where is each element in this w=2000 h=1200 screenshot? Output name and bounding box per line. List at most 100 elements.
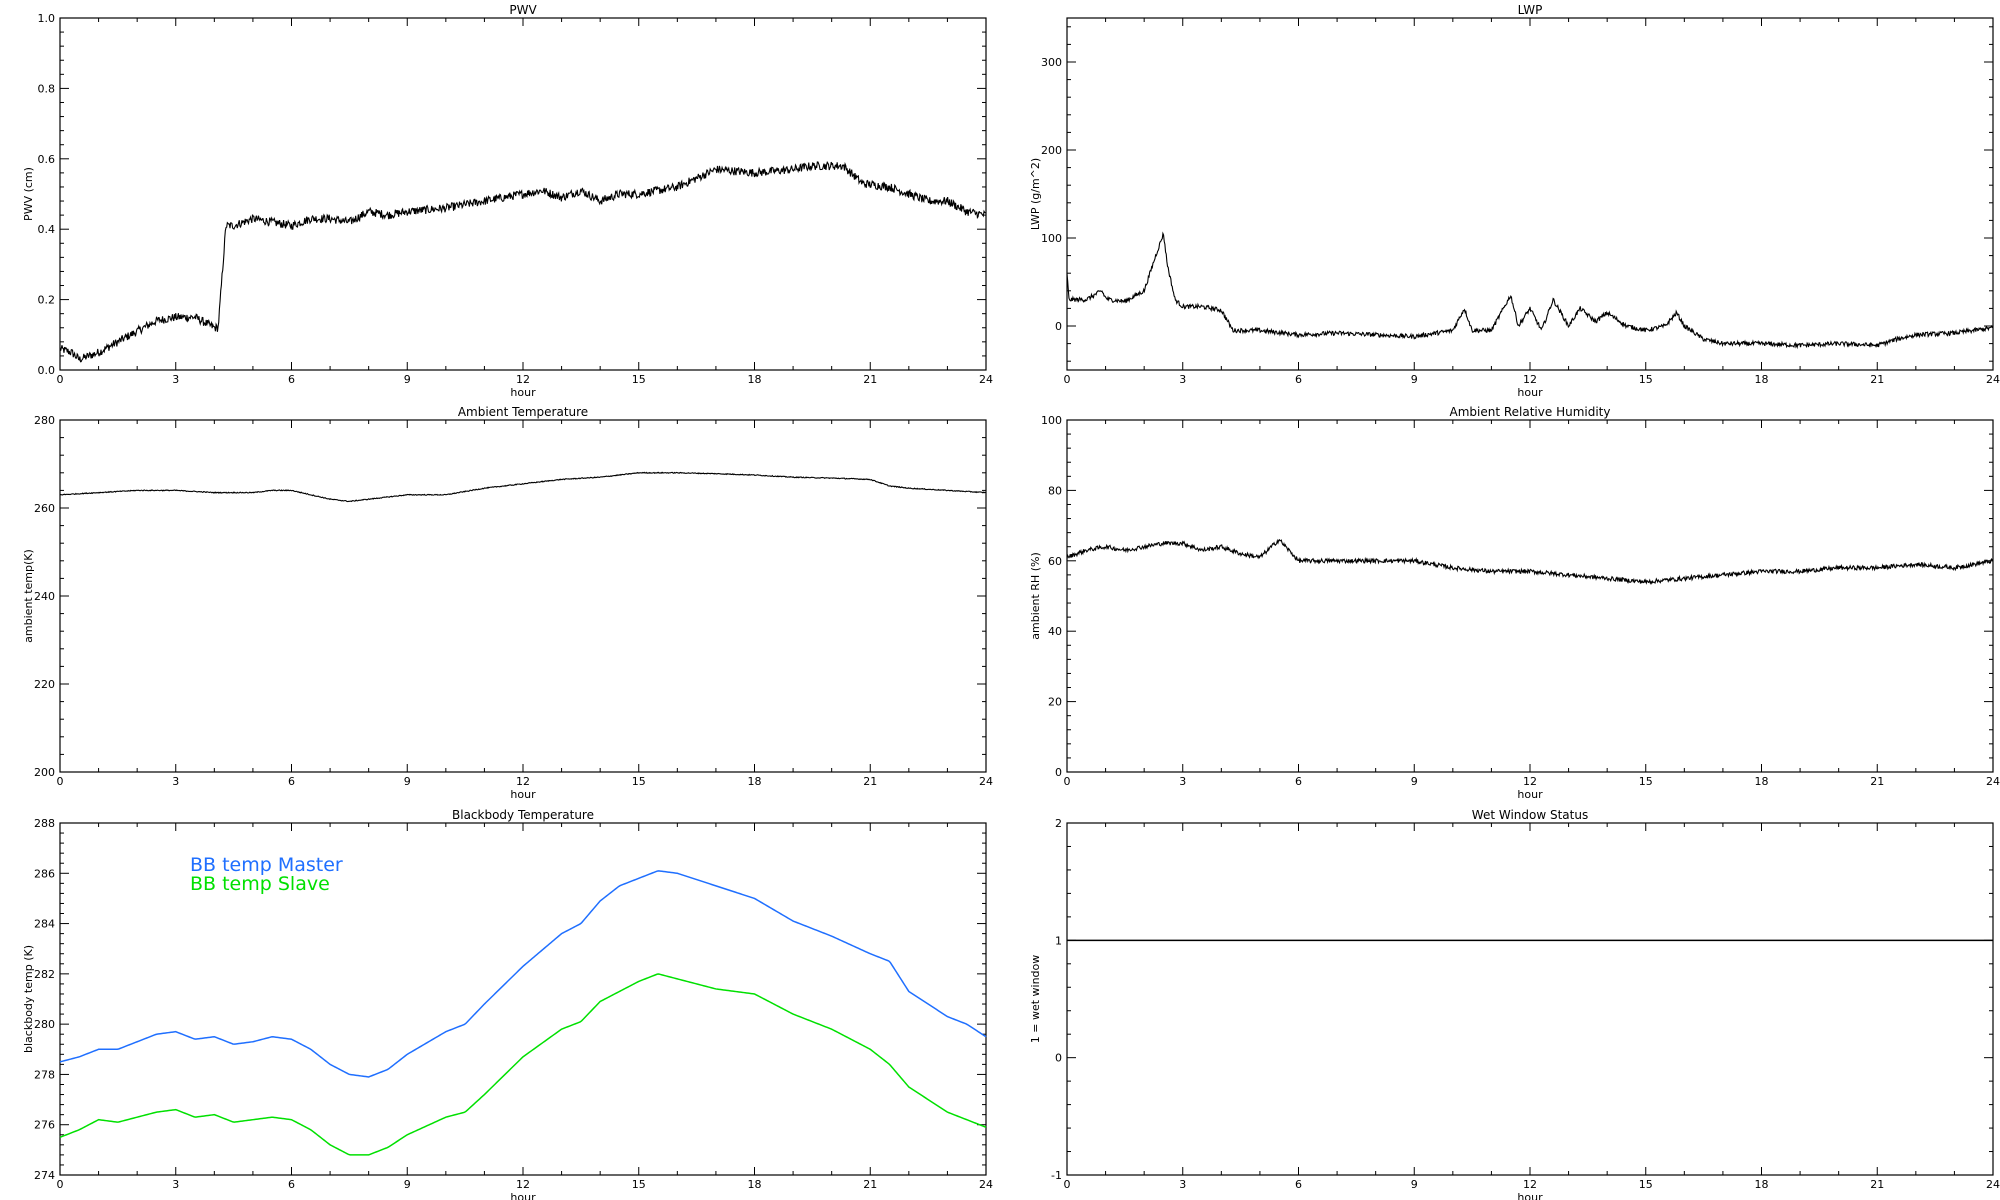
y-tick-label: 286 xyxy=(34,867,55,880)
x-tick-label: 6 xyxy=(1295,775,1302,788)
panel-ambient-temperature: Ambient Temperature hour ambient temp(K)… xyxy=(22,405,993,801)
x-tick-label: 0 xyxy=(57,373,64,386)
x-tick-label: 3 xyxy=(172,373,179,386)
x-tick-label: 15 xyxy=(632,373,646,386)
y-tick-label: 260 xyxy=(34,502,55,515)
x-tick-label: 9 xyxy=(404,373,411,386)
x-tick-label: 12 xyxy=(1523,373,1537,386)
y-tick-label: 220 xyxy=(34,678,55,691)
x-tick-label: 21 xyxy=(1870,373,1884,386)
y-axis-label: ambient RH (%) xyxy=(1029,552,1042,640)
series-line-bb-temp-slave xyxy=(59,973,987,1156)
x-tick-label: 21 xyxy=(1870,775,1884,788)
x-tick-label: 15 xyxy=(1639,373,1653,386)
y-tick-label: 0.6 xyxy=(38,153,56,166)
x-tick-label: 24 xyxy=(1986,775,2000,788)
x-tick-label: 9 xyxy=(1411,373,1418,386)
x-tick-label: 21 xyxy=(1870,1178,1884,1191)
y-tick-label: 100 xyxy=(1041,414,1062,427)
x-tick-label: 12 xyxy=(516,775,530,788)
x-tick-label: 12 xyxy=(1523,775,1537,788)
y-tick-label: 100 xyxy=(1041,232,1062,245)
y-axis-label: 1 = wet window xyxy=(1029,955,1042,1044)
x-tick-label: 6 xyxy=(1295,373,1302,386)
y-tick-label: 1 xyxy=(1055,934,1062,947)
y-tick-label: 284 xyxy=(34,918,55,931)
panel-title: Wet Window Status xyxy=(1472,808,1588,822)
x-tick-label: 24 xyxy=(979,1178,993,1191)
x-tick-label: 21 xyxy=(863,373,877,386)
y-tick-label: 200 xyxy=(1041,144,1062,157)
y-axis-label: PWV (cm) xyxy=(22,167,35,221)
panel-title: LWP xyxy=(1518,3,1543,17)
y-tick-label: 280 xyxy=(34,1018,55,1031)
y-tick-label: -1 xyxy=(1051,1169,1062,1182)
y-axis-label: LWP (g/m^2) xyxy=(1029,158,1042,230)
x-tick-label: 15 xyxy=(1639,1178,1653,1191)
panel-title: PWV xyxy=(509,3,537,17)
y-tick-label: 288 xyxy=(34,817,55,830)
panel-wet-window-status: Wet Window Status hour 1 = wet window 0 3… xyxy=(1029,808,2000,1200)
y-tick-label: 0 xyxy=(1055,766,1062,779)
x-tick-label: 18 xyxy=(748,775,762,788)
x-tick-label: 0 xyxy=(1064,1178,1071,1191)
y-tick-label: 278 xyxy=(34,1068,55,1081)
x-tick-label: 18 xyxy=(1755,775,1769,788)
series-line xyxy=(59,471,987,503)
x-tick-label: 24 xyxy=(979,373,993,386)
x-axis-label: hour xyxy=(510,788,536,801)
series-line xyxy=(1066,231,1994,350)
x-tick-label: 6 xyxy=(288,775,295,788)
x-axis-label: hour xyxy=(510,386,536,399)
x-tick-label: 6 xyxy=(1295,1178,1302,1191)
y-tick-label: 40 xyxy=(1048,625,1062,638)
x-tick-label: 12 xyxy=(516,373,530,386)
x-tick-label: 21 xyxy=(863,1178,877,1191)
x-axis-label: hour xyxy=(510,1191,536,1200)
x-tick-label: 0 xyxy=(1064,373,1071,386)
x-tick-label: 9 xyxy=(404,775,411,788)
y-tick-label: 276 xyxy=(34,1119,55,1132)
series-line-bb-temp-master xyxy=(59,870,987,1078)
x-tick-label: 6 xyxy=(288,373,295,386)
y-tick-label: 80 xyxy=(1048,484,1062,497)
panel-title: Blackbody Temperature xyxy=(452,808,594,822)
y-axis-label: ambient temp(K) xyxy=(22,549,35,643)
x-tick-label: 15 xyxy=(1639,775,1653,788)
x-tick-label: 3 xyxy=(172,1178,179,1191)
x-tick-label: 3 xyxy=(172,775,179,788)
y-tick-label: 282 xyxy=(34,968,55,981)
x-tick-label: 3 xyxy=(1179,1178,1186,1191)
panel-title: Ambient Relative Humidity xyxy=(1450,405,1611,419)
x-tick-label: 24 xyxy=(1986,1178,2000,1191)
y-tick-label: 60 xyxy=(1048,555,1062,568)
x-tick-label: 18 xyxy=(748,1178,762,1191)
y-tick-label: 2 xyxy=(1055,817,1062,830)
x-tick-label: 9 xyxy=(1411,1178,1418,1191)
x-tick-label: 3 xyxy=(1179,373,1186,386)
x-tick-label: 3 xyxy=(1179,775,1186,788)
x-tick-label: 0 xyxy=(1064,775,1071,788)
x-axis-label: hour xyxy=(1517,386,1543,399)
x-tick-label: 18 xyxy=(748,373,762,386)
legend-entry-master: BB temp Master xyxy=(190,854,343,876)
x-tick-label: 12 xyxy=(1523,1178,1537,1191)
y-tick-label: 300 xyxy=(1041,56,1062,69)
series-line xyxy=(59,161,987,363)
y-tick-label: 200 xyxy=(34,766,55,779)
x-tick-label: 0 xyxy=(57,1178,64,1191)
y-tick-label: 0 xyxy=(1055,1052,1062,1065)
x-tick-label: 24 xyxy=(979,775,993,788)
x-tick-label: 18 xyxy=(1755,373,1769,386)
y-tick-label: 240 xyxy=(34,590,55,603)
y-tick-label: 1.0 xyxy=(38,12,56,25)
x-tick-label: 15 xyxy=(632,1178,646,1191)
x-tick-label: 21 xyxy=(863,775,877,788)
panel-lwp: LWP hour LWP (g/m^2) 0 3 6 9 12 15 18 21 24 0 100 2… xyxy=(1029,3,2000,399)
y-tick-label: 274 xyxy=(34,1169,55,1182)
y-tick-label: 0.2 xyxy=(38,294,56,307)
panel-pwv: PWV hour PWV (cm) 0 3 6 9 12 15 18 21 24 0.0 0.2 0.… xyxy=(22,3,993,399)
x-tick-label: 9 xyxy=(1411,775,1418,788)
